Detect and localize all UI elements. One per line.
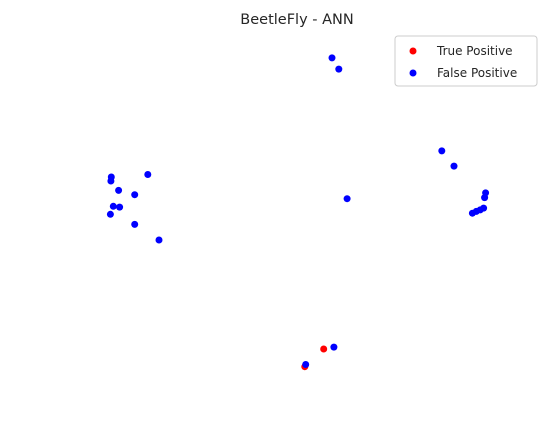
false-positive-point-1 — [328, 54, 336, 62]
false-positive-point-17 — [109, 202, 117, 210]
false-positive-point-11 — [343, 195, 351, 203]
legend-label-false-positive: False Positive — [437, 66, 517, 80]
chart-title: BeetleFly - ANN — [240, 12, 353, 28]
true-positive-point-2 — [320, 345, 328, 353]
legend-marker-false-positive — [409, 69, 417, 77]
false-positive-point-19 — [106, 210, 114, 218]
false-positive-point-18 — [116, 203, 124, 211]
false-positive-point-13 — [107, 177, 115, 185]
legend: True Positive False Positive — [394, 35, 538, 87]
false-positive-point-3 — [438, 147, 446, 155]
false-positive-point-4 — [450, 162, 458, 170]
false-positive-point-20 — [131, 220, 139, 228]
false-positive-point-22 — [330, 343, 338, 351]
false-positive-point-16 — [131, 191, 139, 199]
false-positive-point-21 — [155, 236, 163, 244]
legend-label-true-positive: True Positive — [436, 44, 513, 58]
legend-frame — [394, 35, 538, 87]
false-positive-point-23 — [302, 361, 310, 368]
false-positive-point-15 — [144, 171, 152, 178]
legend-marker-true-positive — [409, 47, 417, 55]
false-positive-point-2 — [335, 65, 343, 73]
points-layer — [106, 54, 490, 371]
false-positive-point-6 — [481, 194, 489, 202]
false-positive-point-14 — [115, 186, 123, 194]
false-positive-point-10 — [468, 209, 476, 217]
